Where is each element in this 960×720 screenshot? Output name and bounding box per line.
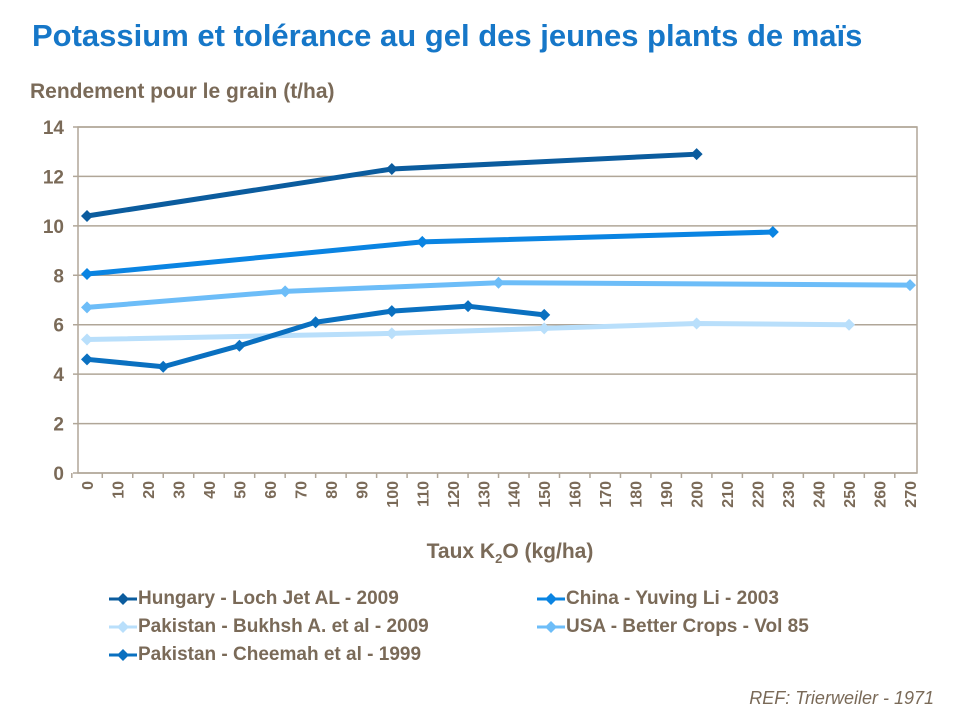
x-tick-label: 180	[629, 481, 646, 508]
x-axis-label-subscript: 2	[495, 551, 503, 567]
legend-label: China - Yuving Li - 2003	[566, 588, 779, 609]
legend-label: USA - Better Crops - Vol 85	[566, 616, 809, 637]
x-tick-label: 50	[232, 481, 249, 499]
x-tick-label: 60	[263, 481, 280, 499]
legend-marker-icon	[537, 593, 565, 605]
y-tick-label: 10	[43, 217, 64, 238]
x-tick-label: 190	[659, 481, 676, 508]
data-point	[385, 163, 398, 176]
series-line	[84, 320, 852, 343]
data-point	[157, 360, 170, 373]
legend-marker-icon	[109, 621, 137, 633]
x-tick-label: 210	[720, 481, 737, 508]
y-tick-label: 6	[53, 316, 64, 337]
x-tick-label: 100	[385, 481, 402, 508]
x-tick-label: 150	[537, 481, 554, 508]
data-point	[416, 235, 429, 248]
data-point	[690, 317, 703, 330]
x-tick-label: 260	[873, 481, 890, 508]
data-point	[81, 333, 93, 346]
x-tick-label: 30	[171, 481, 188, 499]
x-tick-label: 230	[781, 481, 798, 508]
series-line	[84, 229, 776, 277]
x-axis-label-part: O (kg/ha)	[502, 540, 594, 563]
legend-item: Pakistan - Cheemah et al - 1999	[108, 644, 421, 666]
data-point	[233, 339, 246, 352]
series-line	[84, 280, 913, 310]
data-point	[843, 318, 856, 331]
x-tick-label: 70	[293, 481, 310, 499]
legend-marker-icon	[537, 621, 565, 633]
x-axis-label-part: Taux K	[426, 540, 496, 563]
data-point	[81, 353, 93, 366]
data-point	[538, 308, 551, 321]
data-point	[462, 300, 475, 313]
legend-label: Pakistan - Cheemah et al - 1999	[138, 644, 422, 665]
legend-item: USA - Better Crops - Vol 85	[536, 616, 809, 638]
x-tick-label: 0	[80, 481, 97, 490]
data-point	[904, 279, 916, 292]
x-tick-label: 120	[446, 481, 463, 508]
x-tick-label: 140	[507, 481, 524, 508]
x-tick-label: 250	[842, 481, 859, 508]
x-tick-label: 110	[415, 481, 432, 507]
data-point	[279, 285, 292, 298]
y-tick-label: 0	[53, 464, 64, 485]
data-point	[766, 226, 779, 239]
legend-item: China - Yuving Li - 2003	[536, 588, 779, 610]
x-tick-label: 240	[812, 481, 829, 508]
y-tick-label: 4	[53, 365, 64, 386]
x-tick-label: 270	[903, 481, 920, 508]
y-tick-label: 2	[53, 415, 64, 436]
x-tick-label: 20	[141, 481, 158, 499]
x-tick-label: 170	[598, 481, 615, 508]
data-point	[690, 148, 703, 161]
data-point	[385, 305, 398, 318]
y-tick-label: 8	[53, 266, 64, 287]
x-axis-label: Taux K2O (kg/ha)	[0, 540, 960, 566]
data-point	[309, 316, 322, 329]
data-point	[81, 268, 93, 281]
y-axis-label: Rendement pour le grain (t/ha)	[30, 80, 335, 103]
chart-title: Potassium et tolérance au gel des jeunes…	[32, 18, 863, 53]
legend-item: Pakistan - Bukhsh A. et al - 2009	[108, 616, 429, 638]
data-point	[81, 301, 93, 314]
x-tick-label: 80	[324, 481, 341, 499]
y-tick-label: 14	[43, 118, 65, 139]
legend-marker-icon	[109, 649, 137, 661]
x-tick-label: 160	[568, 481, 585, 508]
legend-label: Hungary - Loch Jet AL - 2009	[138, 588, 399, 609]
x-tick-label: 40	[202, 481, 219, 499]
x-tick-label: 200	[690, 481, 707, 508]
x-tick-label: 220	[751, 481, 768, 508]
x-tick-label: 130	[476, 481, 493, 508]
data-point	[385, 327, 398, 340]
data-point	[81, 209, 93, 222]
legend-item: Hungary - Loch Jet AL - 2009	[108, 588, 399, 610]
legend-label: Pakistan - Bukhsh A. et al - 2009	[138, 616, 429, 637]
legend-marker-icon	[109, 593, 137, 605]
x-tick-label: 10	[110, 481, 127, 499]
x-tick-label: 90	[354, 481, 371, 499]
y-tick-label: 12	[43, 167, 64, 188]
data-point	[492, 276, 505, 289]
data-point	[538, 322, 551, 335]
reference-note: REF: Trierweiler - 1971	[749, 688, 934, 708]
